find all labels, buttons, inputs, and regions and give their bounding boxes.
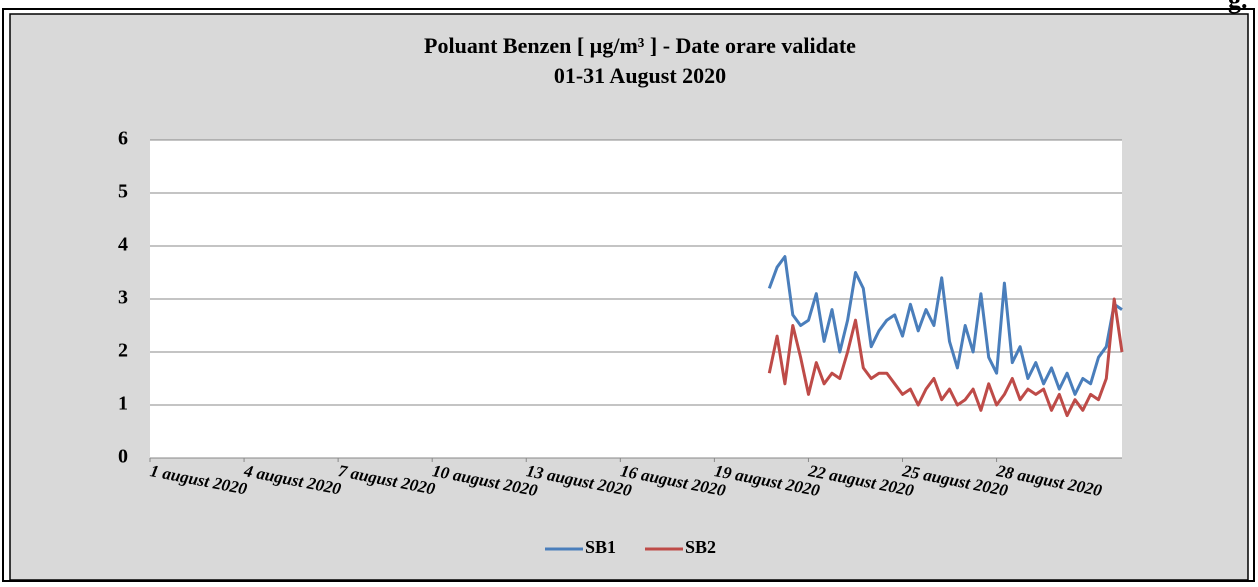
series-line	[767, 255, 1123, 396]
y-tick-label: 6	[118, 128, 128, 150]
y-tick-label: 4	[118, 234, 128, 256]
y-tick-label: 5	[118, 181, 128, 203]
chart-title: Poluant Benzen [ µg/m³ ] - Date orare va…	[424, 33, 856, 58]
series-line	[767, 297, 1124, 418]
legend-label: SB1	[585, 537, 616, 557]
y-tick-label: 1	[118, 393, 128, 415]
y-tick-label: 3	[118, 287, 128, 309]
corner-text: g.	[1228, 0, 1248, 14]
legend-label: SB2	[685, 537, 716, 557]
y-tick-label: 0	[118, 446, 128, 468]
chart-subtitle: 01-31 August 2020	[554, 63, 726, 88]
y-tick-label: 2	[118, 340, 128, 362]
